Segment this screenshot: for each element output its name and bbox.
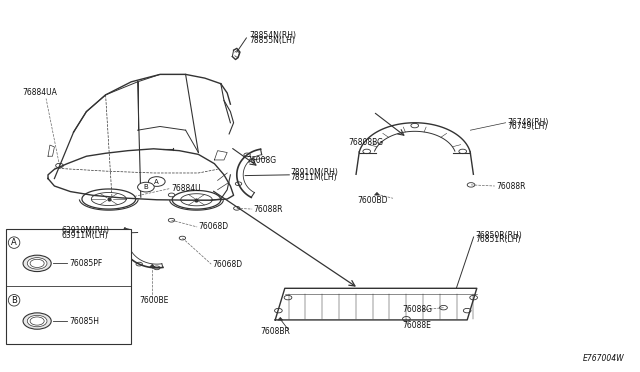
Text: 78910M(RH): 78910M(RH) (291, 169, 339, 177)
Circle shape (28, 258, 47, 269)
Text: 76884U: 76884U (171, 185, 200, 193)
Text: 7600BE: 7600BE (140, 296, 169, 305)
Text: 76749(LH): 76749(LH) (507, 122, 547, 131)
Text: 78911M(LH): 78911M(LH) (291, 173, 337, 182)
Text: 76068D: 76068D (212, 260, 243, 269)
Text: A: A (154, 179, 159, 185)
Circle shape (28, 315, 47, 327)
Text: 76884UA: 76884UA (22, 88, 57, 97)
Text: 7600BD: 7600BD (357, 196, 388, 205)
Text: 76085PF: 76085PF (69, 259, 102, 268)
Polygon shape (278, 317, 283, 320)
Text: B: B (11, 296, 17, 305)
Circle shape (23, 255, 51, 272)
Text: 76088R: 76088R (496, 182, 525, 191)
Circle shape (148, 177, 165, 186)
Text: 76808BG: 76808BG (349, 138, 384, 147)
Text: E767004W: E767004W (582, 354, 624, 363)
Text: 76085H: 76085H (69, 317, 99, 326)
Text: 63910M(RH): 63910M(RH) (61, 226, 109, 235)
Text: 76851R(LH): 76851R(LH) (475, 235, 520, 244)
Text: 76748(RH): 76748(RH) (507, 118, 548, 126)
Text: B: B (143, 184, 148, 190)
Circle shape (23, 313, 51, 329)
Text: 76850R(RH): 76850R(RH) (475, 231, 522, 240)
Text: 63911M(LH): 63911M(LH) (61, 231, 108, 240)
Polygon shape (374, 192, 380, 195)
Text: 76088E: 76088E (402, 321, 431, 330)
Text: 78855N(LH): 78855N(LH) (250, 36, 296, 45)
Polygon shape (150, 264, 155, 267)
Text: A: A (12, 238, 17, 247)
Text: 78854N(RH): 78854N(RH) (250, 31, 296, 40)
Text: 7608BR: 7608BR (260, 327, 291, 336)
Text: 76088G: 76088G (402, 305, 432, 314)
FancyBboxPatch shape (6, 229, 131, 344)
Text: 76088R: 76088R (253, 205, 283, 214)
Text: 76068D: 76068D (198, 222, 228, 231)
Circle shape (138, 182, 154, 192)
Circle shape (168, 193, 175, 197)
Text: 76008G: 76008G (246, 156, 276, 165)
